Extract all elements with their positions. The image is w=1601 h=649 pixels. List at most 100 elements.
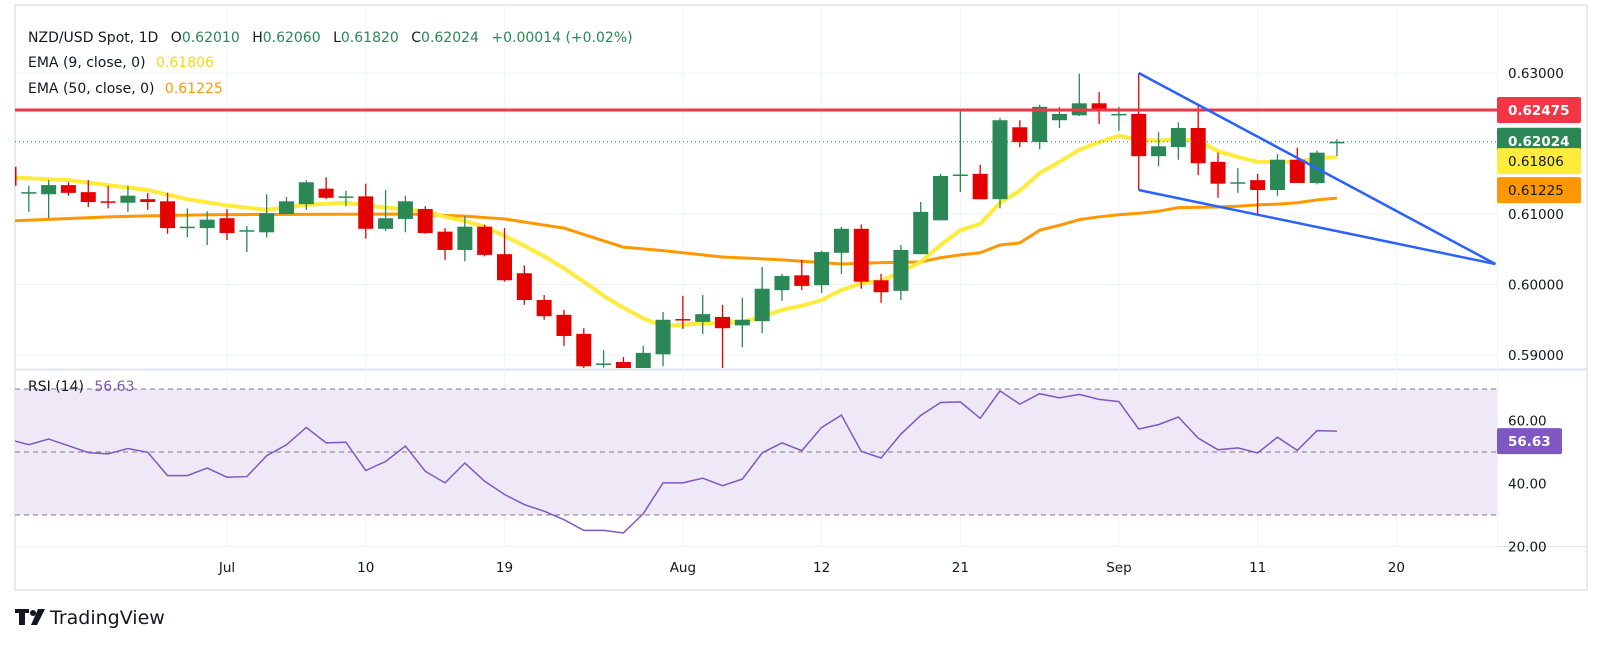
candle	[437, 228, 453, 260]
ema50-tag-bg	[1497, 177, 1581, 204]
candle-body	[655, 319, 671, 355]
rsi-pane[interactable]	[9, 389, 1337, 534]
candle	[100, 185, 116, 209]
time-axis[interactable]: Jul 10 19 Aug 12 21 Sep 11 20	[218, 560, 1405, 576]
candle-body	[338, 196, 354, 198]
candle	[516, 265, 532, 305]
candle	[160, 192, 176, 234]
candle	[120, 185, 136, 212]
candle-body	[1329, 141, 1345, 144]
candle-body	[358, 196, 374, 229]
candle	[15, 166, 17, 186]
time-tick-label: 19	[496, 560, 513, 576]
ema50-line	[15, 196, 1338, 266]
candle-body	[1230, 182, 1246, 184]
candle	[318, 177, 334, 200]
drawings[interactable]	[15, 71, 1497, 266]
candle-body	[675, 319, 691, 321]
open-value: 0.62010	[182, 30, 240, 46]
candle-body	[933, 175, 949, 221]
candle	[1131, 73, 1147, 191]
candle-body	[100, 201, 116, 203]
rsi-value: 56.63	[94, 379, 134, 395]
candle-body	[41, 185, 57, 195]
candle-body	[120, 195, 136, 203]
candle	[497, 228, 512, 282]
legend-ema9[interactable]: EMA (9, close, 0) 0.61806	[28, 55, 214, 71]
candle	[893, 245, 909, 301]
close-label: C	[411, 30, 421, 46]
candle	[754, 266, 770, 334]
candle	[1012, 120, 1028, 148]
candle-body	[179, 226, 195, 229]
trendline-lower[interactable]	[1138, 188, 1496, 266]
candle-body	[21, 192, 37, 194]
candle-body	[814, 252, 830, 286]
rsi-tag: 56.63	[1497, 428, 1562, 455]
price-tick-label: 0.60000	[1508, 278, 1564, 294]
candle-body	[298, 182, 314, 205]
price-tick-label: 0.61000	[1508, 207, 1564, 223]
price-tags: 0.62475 0.62024 0.61806 0.61225 56.63	[1497, 97, 1581, 455]
candle	[457, 216, 473, 262]
open-label: O	[171, 30, 182, 46]
candle	[338, 190, 354, 207]
time-tick-label: 11	[1249, 560, 1266, 576]
candle	[615, 357, 631, 368]
candle-body	[239, 230, 255, 232]
price-axis[interactable]: 0.63000 0.61000 0.60000 0.59000 60.00 40.00 20…	[1508, 66, 1564, 556]
candle	[715, 304, 731, 368]
candle	[378, 190, 394, 231]
ema50-label: EMA (50, close, 0)	[28, 81, 154, 97]
candle-body	[774, 276, 790, 291]
rsi-tag-text: 56.63	[1508, 434, 1551, 450]
candle-body	[576, 333, 592, 367]
candle	[1151, 132, 1167, 167]
candle	[199, 211, 215, 246]
candle	[298, 180, 314, 210]
price-tick-label: 0.59000	[1508, 348, 1564, 364]
candle	[358, 183, 374, 239]
last-price-tag: 0.62024	[1497, 127, 1581, 154]
candle-body	[1111, 113, 1127, 116]
legend-symbol-line: NZD/USD Spot, 1D O0.62010 H0.62060 L0.61…	[28, 30, 633, 46]
candle-body	[160, 201, 176, 229]
candle-body	[318, 188, 334, 198]
candle-body	[992, 120, 1008, 200]
candle	[1170, 122, 1186, 160]
candle-body	[397, 201, 413, 219]
candle	[1289, 147, 1305, 183]
candle	[1091, 92, 1107, 124]
candle	[952, 111, 968, 193]
tradingview-logo[interactable]: TradingView	[15, 607, 165, 629]
ema9-line-group	[15, 133, 1338, 329]
candle-body	[1269, 159, 1285, 191]
price-pane[interactable]	[2, 71, 1498, 372]
candle	[675, 295, 691, 329]
rsi-band	[15, 388, 1497, 516]
candle-body	[734, 319, 750, 326]
candle	[794, 259, 810, 291]
candle	[873, 273, 889, 303]
time-tick-label: 10	[357, 560, 374, 576]
candle-body	[754, 288, 770, 322]
legend-ema50[interactable]: EMA (50, close, 0) 0.61225	[28, 81, 223, 97]
symbol-label[interactable]: NZD/USD Spot, 1D	[28, 30, 158, 46]
candle-body	[715, 316, 731, 329]
candle-body	[1032, 106, 1048, 143]
candle	[913, 202, 929, 255]
candle-body	[140, 199, 156, 203]
candle-body	[794, 275, 810, 286]
candle-body	[1012, 127, 1028, 143]
high-label: H	[252, 30, 263, 46]
candle-body	[972, 173, 988, 200]
legend-rsi[interactable]: RSI (14) 56.63	[28, 379, 134, 395]
candle	[695, 295, 711, 334]
ema50-line-group	[15, 196, 1338, 266]
candle-body	[853, 228, 869, 282]
candle	[259, 194, 275, 238]
candle	[21, 185, 37, 212]
candle	[80, 180, 96, 207]
trendline-upper[interactable]	[1138, 71, 1497, 266]
